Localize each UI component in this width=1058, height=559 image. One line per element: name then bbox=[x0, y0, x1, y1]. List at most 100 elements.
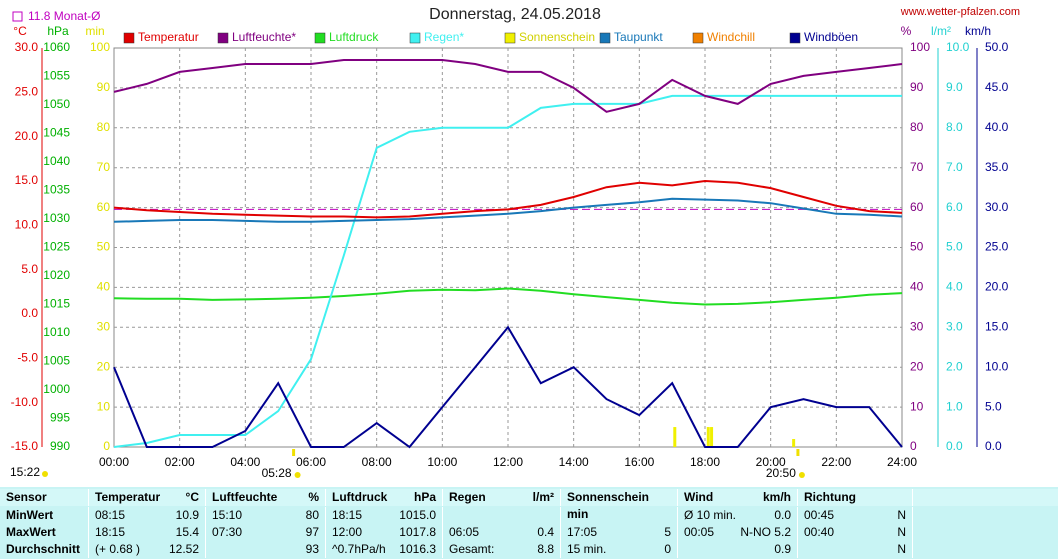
y-tick-label: 30.0 bbox=[15, 40, 39, 54]
cell-value: hPa bbox=[413, 490, 436, 504]
cell-text: 00:40 bbox=[804, 525, 835, 539]
y-tick-label: 40 bbox=[910, 280, 924, 294]
y-tick-label: 3.0 bbox=[946, 319, 963, 333]
cell-value: 80 bbox=[305, 508, 319, 522]
cell-text: Richtung bbox=[804, 490, 856, 504]
time: 15:22 bbox=[10, 465, 40, 479]
cell-value: km/h bbox=[762, 490, 791, 504]
cell-text: 18:15 bbox=[95, 525, 126, 539]
y-tick-label: 10 bbox=[910, 399, 924, 413]
cell-text: 15 min. bbox=[567, 542, 607, 556]
y-tick-label: 1000 bbox=[43, 382, 70, 396]
cell-value: 0.4 bbox=[537, 525, 554, 539]
row-label: Durchschnitt bbox=[6, 542, 81, 556]
cell-text: Temperatur bbox=[95, 490, 161, 504]
x-tick-label: 22:00 bbox=[821, 455, 851, 469]
table-cell: 15:10 80 bbox=[205, 507, 325, 524]
y-tick-label: 6.0 bbox=[946, 200, 963, 214]
y-tick-label: 8.0 bbox=[946, 120, 963, 134]
cell-value: 0.0 bbox=[774, 508, 791, 522]
y-tick-label: 15.0 bbox=[15, 173, 39, 187]
y-tick-label: 1010 bbox=[43, 325, 70, 339]
y-tick-label: 1025 bbox=[43, 240, 70, 254]
table-cell: 15 min. 0 bbox=[560, 541, 677, 558]
y-tick-label: 5.0 bbox=[985, 399, 1002, 413]
y-tick-label: 990 bbox=[50, 439, 70, 453]
table-cell: Wind km/h bbox=[677, 489, 797, 506]
row-label: MinWert bbox=[6, 508, 54, 522]
cell-text: 06:05 bbox=[449, 525, 480, 539]
y-tick-label: 1015 bbox=[43, 297, 70, 311]
series-line bbox=[113, 59, 903, 113]
cell-text: ^0.7hPa/h bbox=[332, 542, 386, 556]
legend-label: Taupunkt bbox=[614, 30, 663, 44]
x-tick-label: 12:00 bbox=[493, 455, 523, 469]
y-tick-label: 30.0 bbox=[985, 200, 1009, 214]
series-line bbox=[113, 197, 903, 223]
legend-swatch bbox=[789, 32, 801, 44]
legend-label: Temperatur bbox=[138, 30, 199, 44]
y-tick-label: 20 bbox=[910, 359, 924, 373]
axis-unit: hPa bbox=[47, 24, 69, 38]
cell-value: 0.9 bbox=[774, 542, 791, 556]
cell-value: 10.9 bbox=[175, 508, 199, 522]
y-tick-label: 4.0 bbox=[946, 280, 963, 294]
y-tick-label: 35.0 bbox=[985, 160, 1009, 174]
table-cell: 07:30 97 bbox=[205, 524, 325, 541]
y-tick-label: 1040 bbox=[43, 154, 70, 168]
x-tick-label: 04:00 bbox=[230, 455, 260, 469]
table-cell: Richtung bbox=[797, 489, 912, 506]
y-tick-label: 0.0 bbox=[21, 306, 38, 320]
x-tick-label: 10:00 bbox=[427, 455, 457, 469]
x-tick-label: 18:00 bbox=[690, 455, 720, 469]
series-line bbox=[113, 94, 902, 448]
table-cell: Gesamt: 8.8 bbox=[442, 541, 560, 558]
y-tick-label: 90 bbox=[97, 80, 111, 94]
sunset-label: 20:50 bbox=[766, 466, 796, 480]
x-tick-label: 02:00 bbox=[165, 455, 195, 469]
cell-value: % bbox=[308, 490, 319, 504]
y-tick-label: -10.0 bbox=[11, 395, 39, 409]
cell-value: N bbox=[897, 525, 906, 539]
y-tick-label: 1055 bbox=[43, 69, 70, 83]
cell-text: 17:05 bbox=[567, 525, 598, 539]
y-tick-label: 995 bbox=[50, 411, 70, 425]
y-tick-label: 50.0 bbox=[985, 40, 1009, 54]
table-cell: Sonnenschein min bbox=[560, 489, 677, 521]
table-cell: Regen l/m² bbox=[442, 489, 560, 506]
y-tick-label: 1.0 bbox=[946, 399, 963, 413]
y-tick-label: 40.0 bbox=[985, 120, 1009, 134]
series-line bbox=[113, 179, 903, 219]
cell-value: 12.52 bbox=[168, 542, 199, 556]
table-cell bbox=[442, 507, 560, 524]
y-tick-label: 1045 bbox=[43, 126, 70, 140]
table-cell: 18:15 15.4 bbox=[88, 524, 205, 541]
chart: Donnerstag, 24.05.2018 www.wetter-pfalze… bbox=[10, 6, 1020, 480]
y-tick-label: 20 bbox=[97, 359, 111, 373]
cell-value: l/m² bbox=[532, 490, 554, 504]
y-tick-label: 100 bbox=[90, 40, 110, 54]
y-tick-label: 1035 bbox=[43, 183, 70, 197]
series-line bbox=[113, 325, 903, 449]
axis-unit: l/m² bbox=[931, 24, 951, 38]
cell-text: Ø 10 min. bbox=[684, 508, 737, 522]
legend-label: Windböen bbox=[804, 30, 858, 44]
legend-label: Sonnenschein bbox=[519, 30, 595, 44]
sunshine-bar bbox=[710, 427, 714, 447]
legend-swatch bbox=[409, 32, 421, 44]
cell-text: 15:10 bbox=[212, 508, 243, 522]
cell-text: 00:05 bbox=[684, 525, 715, 539]
y-tick-label: -15.0 bbox=[11, 439, 39, 453]
cell-value: 1016.3 bbox=[399, 542, 436, 556]
table-cell bbox=[912, 489, 1058, 506]
table-cell: 00:05 N-NO 5.2 bbox=[677, 524, 797, 541]
y-tick-label: 50 bbox=[910, 240, 924, 254]
table-cell: 00:40 N bbox=[797, 524, 912, 541]
y-tick-label: 80 bbox=[910, 120, 924, 134]
legend-swatch bbox=[217, 32, 229, 44]
y-tick-label: 45.0 bbox=[985, 80, 1009, 94]
y-tick-label: 30 bbox=[910, 319, 924, 333]
table-cell: Ø 10 min. 0.0 bbox=[677, 507, 797, 524]
table-cell bbox=[912, 507, 1058, 524]
cell-text: 07:30 bbox=[212, 525, 243, 539]
